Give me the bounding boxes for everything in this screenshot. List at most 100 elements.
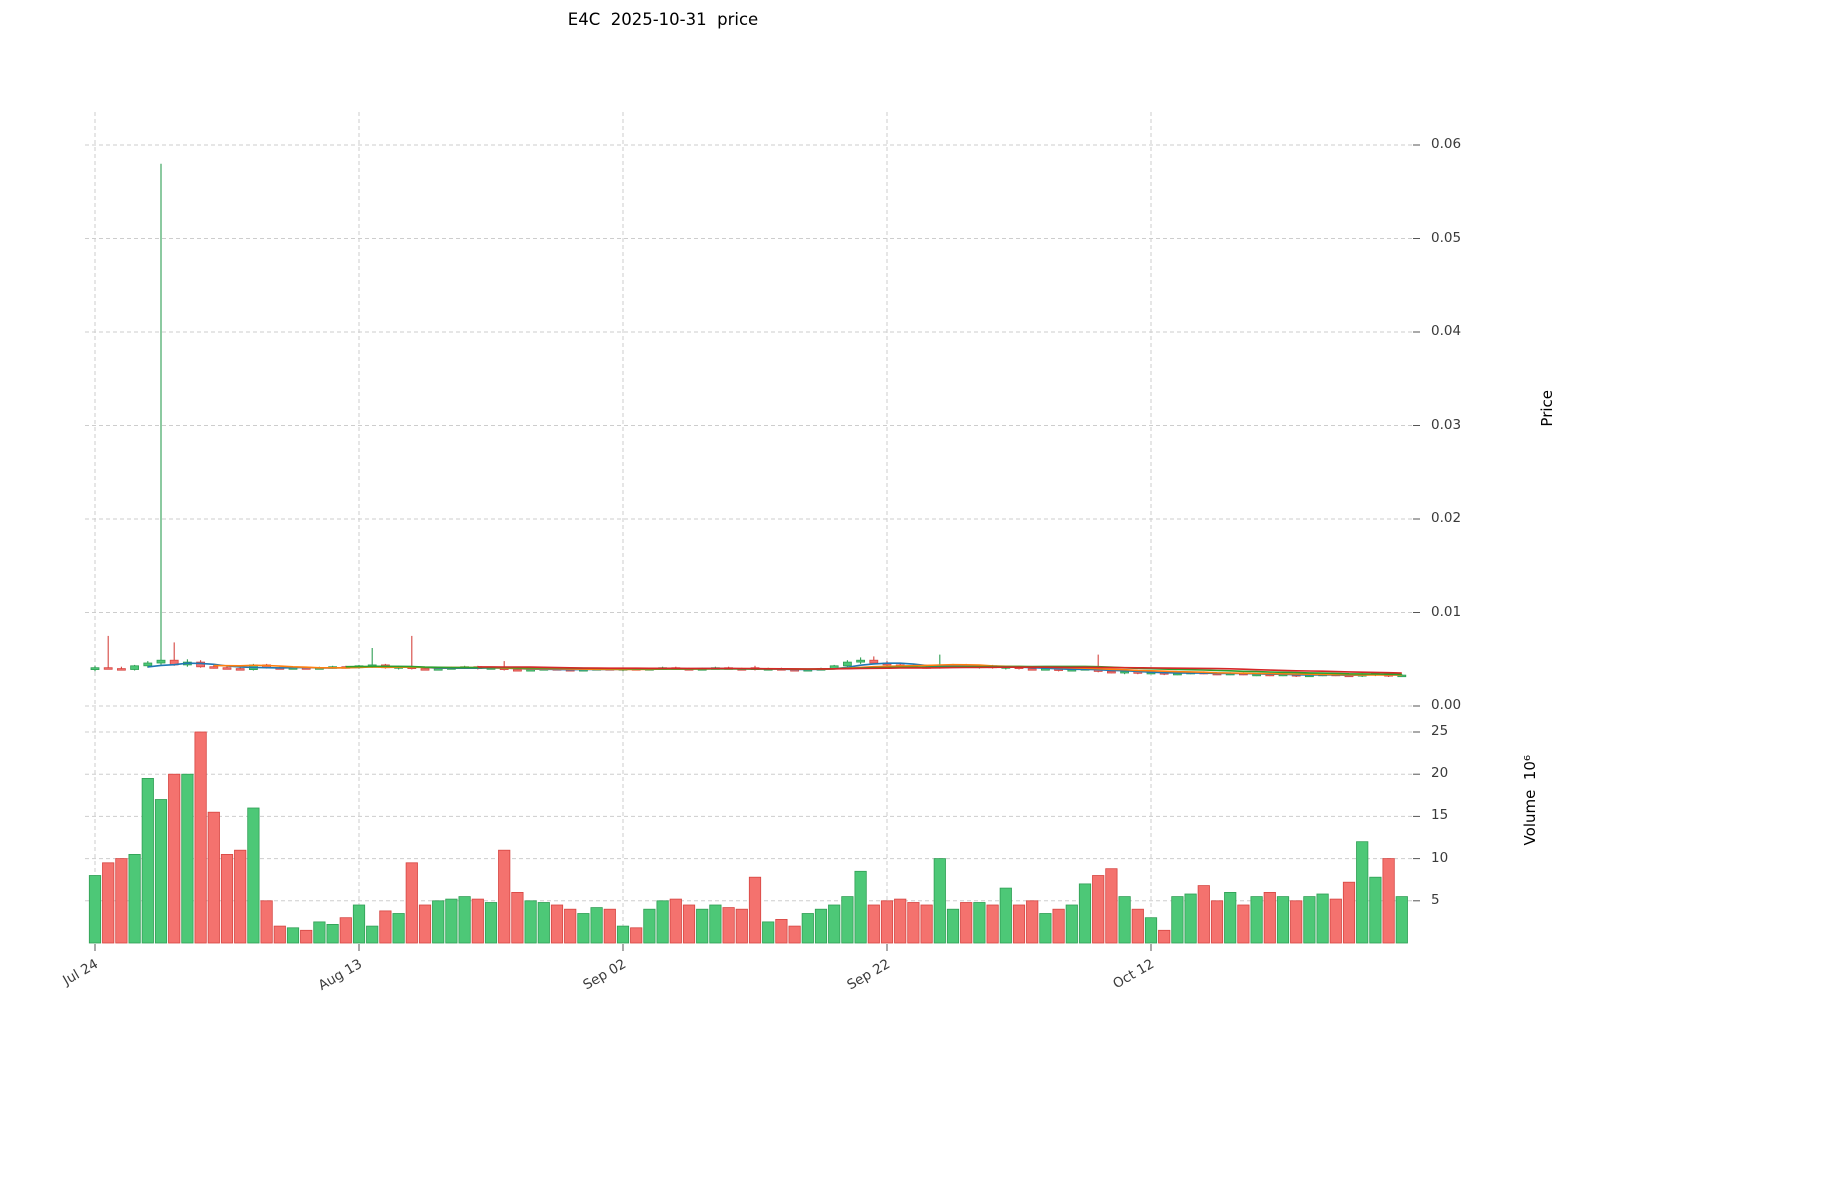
- volume-bar: [418, 904, 432, 944]
- volume-bar: [1171, 896, 1184, 944]
- volume-bar: [1316, 893, 1329, 944]
- volume-bar: [880, 900, 894, 944]
- volume-bar: [1184, 893, 1197, 944]
- volume-bar: [154, 799, 168, 944]
- volume-bar: [458, 896, 471, 944]
- volume-bar: [405, 862, 418, 944]
- candles: [90, 163, 1407, 678]
- volume-tick-label: 5: [1431, 891, 1440, 908]
- gridlines: [85, 112, 1412, 943]
- volume-bar: [722, 907, 735, 944]
- candle-body: [143, 662, 153, 667]
- volume-bar: [471, 898, 484, 944]
- volume-bar: [220, 854, 234, 944]
- chart-title: E4C 2025-10-31 price: [567, 10, 759, 29]
- candle-body: [843, 661, 852, 667]
- volume-bar: [907, 902, 920, 944]
- volume-bar: [524, 900, 537, 944]
- price-tick-label: 0.02: [1431, 510, 1462, 526]
- volume-bar: [352, 904, 366, 944]
- volume-bar: [748, 876, 762, 944]
- volume-bar: [115, 858, 128, 944]
- volume-bar: [946, 908, 960, 944]
- candle-body: [130, 665, 140, 670]
- candle-body: [420, 668, 430, 671]
- volume-bar: [933, 858, 946, 944]
- volume-bar: [498, 849, 511, 944]
- candle-body: [103, 667, 113, 670]
- volume-bar: [1382, 858, 1395, 944]
- volume-bar: [682, 904, 696, 944]
- volume-bar: [1329, 898, 1342, 944]
- volume-bar: [1039, 913, 1052, 944]
- volume-bar: [590, 907, 603, 944]
- volume-tick-label: 25: [1431, 723, 1449, 739]
- volume-bar: [1144, 917, 1158, 944]
- volume-tick-label: 20: [1431, 765, 1449, 782]
- volume-bar: [1131, 908, 1144, 944]
- volume-bar: [1026, 900, 1039, 944]
- volume-bar: [1210, 900, 1224, 944]
- volume-bar: [88, 875, 102, 944]
- volume-bar: [1263, 892, 1276, 944]
- volume-tick-label: 15: [1431, 807, 1449, 824]
- volume-bar: [207, 811, 220, 944]
- volume-bar: [603, 908, 616, 944]
- price-tick-label: 0.03: [1431, 416, 1462, 433]
- volume-bar: [511, 892, 524, 944]
- volume-bar: [577, 913, 590, 944]
- volume-bar: [1078, 883, 1092, 944]
- volume-bar: [841, 896, 854, 944]
- volume-bar: [854, 870, 867, 944]
- volume-bar: [1356, 841, 1369, 944]
- volume-bar: [788, 925, 801, 944]
- volume-bar: [999, 887, 1012, 944]
- volume-bar: [669, 898, 682, 944]
- candle-body: [513, 669, 522, 672]
- ma-line-30: [477, 666, 1402, 674]
- volume-bar: [1197, 885, 1210, 944]
- volume-bar: [326, 924, 339, 944]
- candle-body: [209, 666, 219, 669]
- volume-bar: [616, 925, 630, 944]
- volume-bar: [960, 902, 973, 944]
- volume-bar: [379, 910, 392, 944]
- volume-bar: [1237, 904, 1250, 944]
- volume-bar: [696, 908, 709, 944]
- volume-bar: [1065, 904, 1078, 944]
- candle-body: [869, 659, 879, 664]
- volume-bar: [986, 904, 999, 944]
- price-axis-label: Price: [1538, 390, 1556, 427]
- volume-bar: [973, 902, 986, 944]
- volume-bar: [234, 849, 247, 944]
- volume-bar: [445, 898, 458, 944]
- volume-bar: [366, 925, 379, 944]
- volume-bar: [867, 904, 880, 944]
- volume-bar: [1250, 896, 1263, 944]
- volume-bar: [300, 929, 313, 944]
- volume-bar: [260, 900, 273, 944]
- candle-body: [235, 668, 245, 671]
- price-tick-label: 0.00: [1431, 697, 1462, 713]
- volume-bar: [1290, 900, 1303, 944]
- volume-bar: [484, 902, 498, 944]
- volume-bar: [762, 921, 775, 944]
- volume-bar: [564, 908, 577, 944]
- volume-bar: [1105, 868, 1118, 944]
- price-tick-label: 0.05: [1431, 229, 1462, 246]
- volume-bar: [735, 908, 748, 944]
- price-tick-label: 0.01: [1431, 603, 1462, 620]
- volume-bar: [828, 904, 841, 944]
- volume-axis-label: Volume 10⁶: [1521, 755, 1539, 846]
- candle-body: [1027, 668, 1037, 671]
- volume-bars: [88, 731, 1408, 944]
- volume-bar: [1012, 904, 1026, 944]
- volume-bar: [920, 904, 933, 944]
- volume-bar: [247, 807, 260, 944]
- volume-bar: [181, 773, 194, 944]
- volume-bar: [709, 904, 722, 944]
- volume-bar: [1395, 896, 1408, 944]
- volume-bar: [630, 927, 643, 944]
